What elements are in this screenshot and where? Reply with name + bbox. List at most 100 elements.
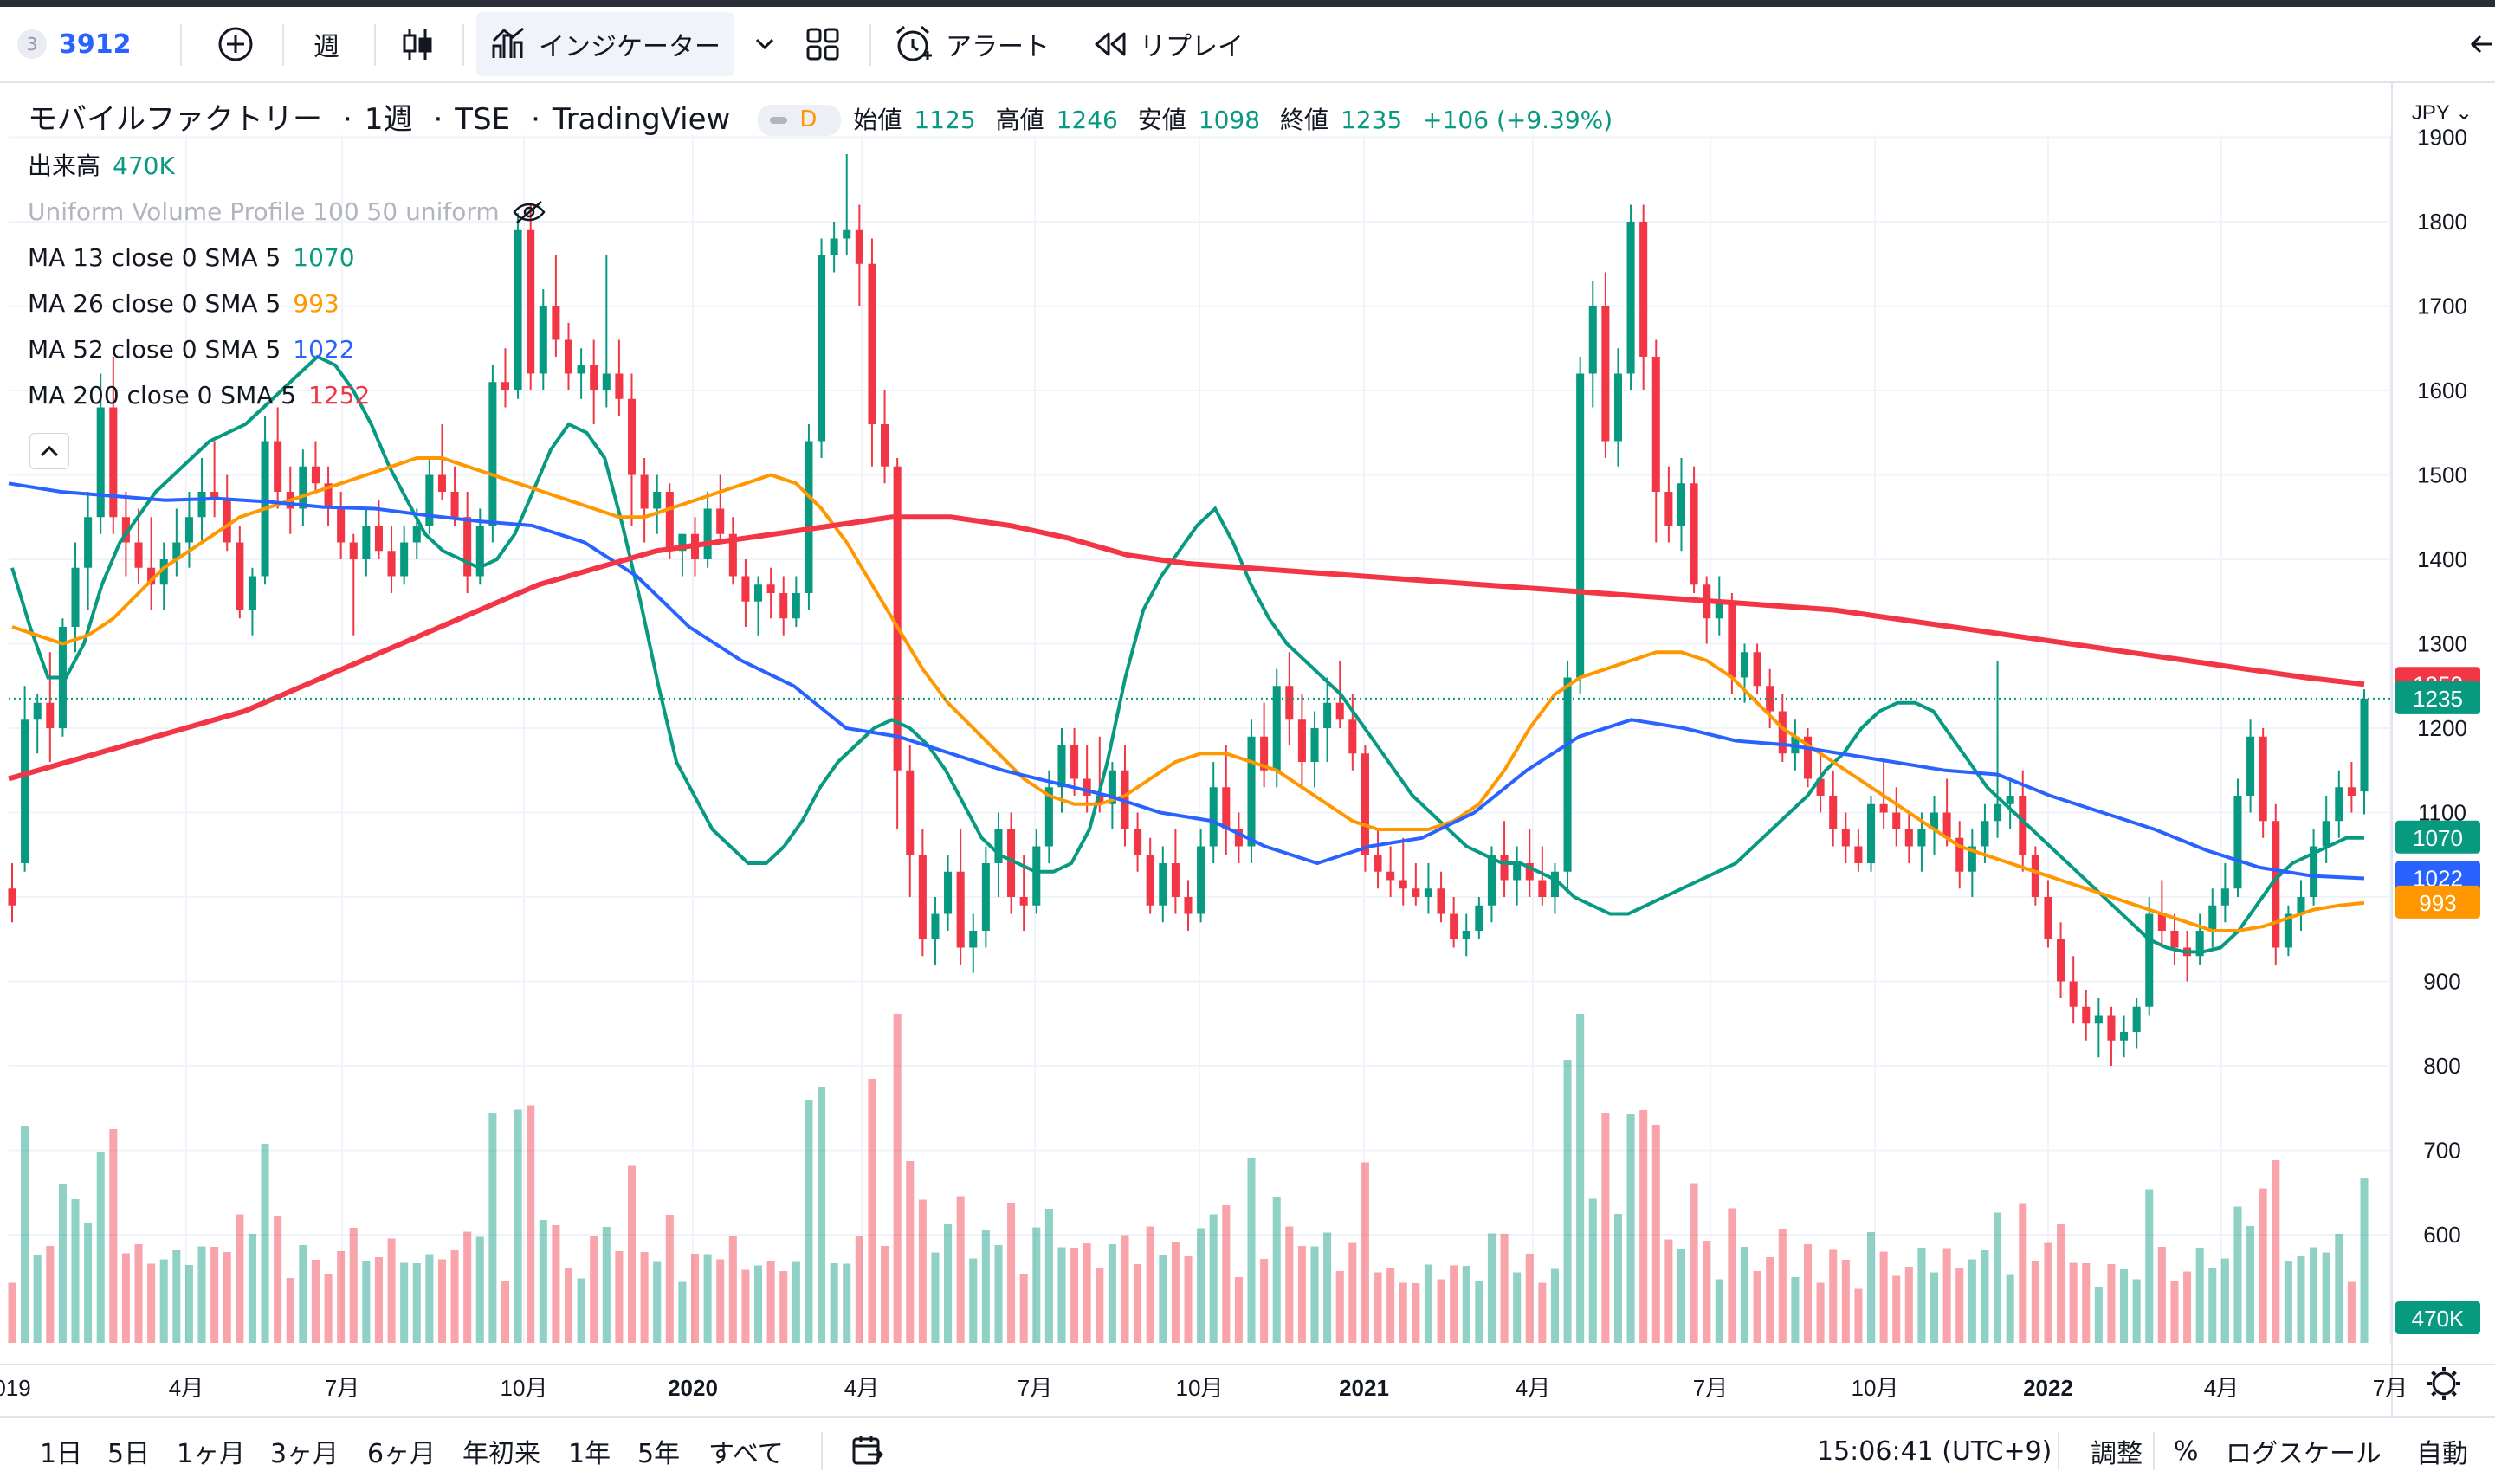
candle — [337, 492, 346, 559]
candle — [805, 424, 813, 610]
volume-bar — [1879, 1251, 1888, 1343]
ma-legend-row[interactable]: MA 52 close 0 SMA 5 1022 — [28, 326, 1637, 372]
candle — [906, 745, 915, 897]
volume-bar — [286, 1278, 294, 1343]
log-scale-toggle[interactable]: ログスケール — [2226, 1418, 2382, 1484]
plus-circle-icon — [218, 27, 253, 61]
toolbar-divider — [282, 24, 284, 66]
symbol-search-button[interactable]: 3 3912 — [17, 7, 132, 81]
symbol-legend-row[interactable]: モバイルファクトリー · 1週 · TSE · TradingView D 始値… — [28, 97, 1637, 143]
indicators-button[interactable]: インジケーター — [476, 12, 734, 76]
ohlc-values: 始値 1125 高値 1246 安値 1098 終値 1235 +106 (+9.39%… — [853, 97, 1625, 143]
price-axis-label: 1400 — [2417, 546, 2467, 572]
chart-type-button[interactable] — [400, 7, 435, 81]
time-axis-label: 10月 — [1176, 1375, 1224, 1401]
ma-legend-row[interactable]: MA 13 close 0 SMA 5 1070 — [28, 235, 1637, 281]
candle — [766, 567, 775, 619]
ma-legend-row[interactable]: MA 200 close 0 SMA 5 1252 — [28, 372, 1637, 418]
volume-bar — [868, 1079, 876, 1343]
volume-bar — [2335, 1234, 2343, 1343]
svg-text:1070: 1070 — [2413, 825, 2463, 851]
volume-bar — [2322, 1252, 2330, 1343]
price-chart-canvas[interactable]: 1900180017001600150014001300120011001000… — [0, 83, 2495, 1416]
compare-add-symbol-button[interactable] — [217, 7, 255, 81]
percent-scale-toggle[interactable]: % — [2174, 1418, 2199, 1484]
range-1m-button[interactable]: 1ヶ月 — [177, 1418, 245, 1484]
volume-profile-label: Uniform Volume Profile 100 50 uniform — [28, 197, 500, 226]
price-axis-label: 600 — [2423, 1222, 2460, 1248]
candle — [349, 533, 358, 636]
timezone-clock[interactable]: 15:06:41 (UTC+9) — [1817, 1418, 2052, 1484]
indicators-templates-dropdown[interactable] — [755, 7, 774, 81]
volume-bar — [147, 1263, 156, 1343]
range-5y-button[interactable]: 5年 — [637, 1418, 680, 1484]
candle — [84, 492, 93, 610]
gear-icon[interactable] — [2427, 1367, 2460, 1400]
volume-bar — [1247, 1158, 1256, 1343]
candle — [1525, 829, 1534, 897]
volume-bar — [223, 1252, 231, 1343]
auto-scale-toggle[interactable]: 自動 — [2416, 1418, 2468, 1484]
volume-bar — [1740, 1247, 1749, 1343]
toolbar-divider — [821, 1432, 823, 1470]
volume-bar — [1096, 1268, 1104, 1343]
collapse-legend-button[interactable] — [29, 433, 69, 469]
chart-pane[interactable]: 1900180017001600150014001300120011001000… — [0, 83, 2495, 1416]
range-label: 5年 — [637, 1439, 681, 1469]
bottom-toolbar: 1日 5日 1ヶ月 3ヶ月 6ヶ月 年初来 1年 5年 すべて 15:06:41… — [0, 1416, 2495, 1484]
range-6m-button[interactable]: 6ヶ月 — [367, 1418, 436, 1484]
candle — [147, 517, 156, 610]
volume-legend-row[interactable]: 出来高 470K — [28, 143, 1637, 189]
candle — [2082, 990, 2091, 1041]
market-status-pill[interactable]: D — [758, 104, 842, 136]
volume-bar — [1816, 1282, 1825, 1343]
volume-bar — [437, 1259, 446, 1343]
replay-button[interactable]: リプレイ — [1093, 7, 1244, 81]
candle — [703, 492, 712, 568]
candle — [172, 508, 181, 577]
volume-bar — [665, 1215, 674, 1343]
adjust-toggle[interactable]: 調整 — [2091, 1418, 2143, 1484]
volume-bar — [1374, 1272, 1382, 1343]
candle — [1310, 711, 1319, 788]
grid-layout-icon — [806, 28, 839, 61]
ma-legend-row[interactable]: MA 26 close 0 SMA 5 993 — [28, 281, 1637, 326]
range-1d-button[interactable]: 1日 — [40, 1418, 82, 1484]
range-all-button[interactable]: すべて — [708, 1418, 784, 1484]
candle — [981, 846, 990, 948]
candle — [1134, 812, 1142, 872]
range-3m-button[interactable]: 3ヶ月 — [270, 1418, 339, 1484]
candle — [1209, 762, 1218, 863]
volume-bar — [1690, 1183, 1698, 1343]
time-axis-label: 7月 — [1018, 1375, 1052, 1401]
range-label: 6ヶ月 — [367, 1439, 436, 1469]
layouts-button[interactable] — [805, 7, 840, 81]
range-ytd-button[interactable]: 年初来 — [462, 1418, 540, 1484]
candle — [1538, 846, 1547, 906]
eye-hidden-icon[interactable] — [512, 199, 546, 225]
candle — [33, 694, 42, 754]
chevron-down-icon — [755, 38, 774, 50]
currency-selector[interactable]: JPY ⌄ — [2412, 101, 2472, 125]
candle — [1361, 745, 1369, 872]
volume-bar — [2246, 1226, 2255, 1343]
market-status-bar — [770, 116, 788, 124]
volume-bar — [2183, 1271, 2192, 1343]
candle — [1942, 778, 1951, 847]
alert-button[interactable]: アラート — [892, 7, 1050, 81]
undo-button[interactable] — [2468, 7, 2494, 81]
volume-profile-legend-row[interactable]: Uniform Volume Profile 100 50 uniform — [28, 189, 1637, 235]
range-5d-button[interactable]: 5日 — [107, 1418, 150, 1484]
volume-bar — [425, 1254, 434, 1343]
goto-date-button[interactable] — [850, 1418, 885, 1484]
volume-bar — [2031, 1261, 2039, 1343]
volume-bar — [1766, 1257, 1774, 1343]
range-label: 5日 — [107, 1439, 151, 1469]
volume-bar — [501, 1281, 510, 1343]
interval-button[interactable]: 週 — [313, 7, 339, 81]
range-1y-button[interactable]: 1年 — [568, 1418, 611, 1484]
ma-value: 1022 — [293, 335, 355, 364]
volume-bar — [1500, 1234, 1509, 1343]
volume-bar — [84, 1223, 93, 1343]
volume-bar — [33, 1255, 42, 1343]
